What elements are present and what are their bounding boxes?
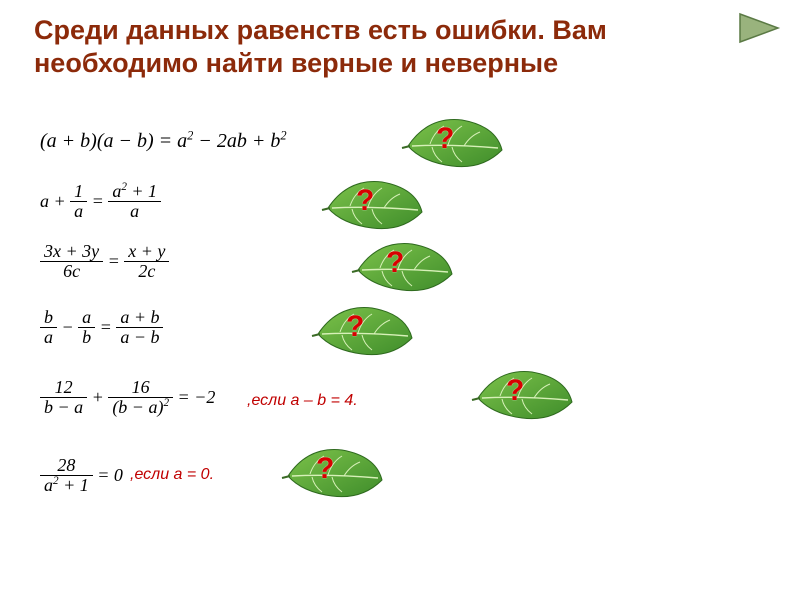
next-arrow-button[interactable]: [736, 10, 782, 46]
equation-4: b a − a b = a + b a − b: [40, 308, 163, 347]
eq5-frac2: 16 (b − a)2: [108, 378, 173, 417]
equation-6-condition: ,если а = 0.: [130, 466, 214, 484]
answer-leaf-3[interactable]: ?: [350, 234, 460, 298]
slide: Среди данных равенств есть ошибки. Вам н…: [0, 0, 800, 600]
eq3-frac2: x + y 2c: [124, 242, 169, 281]
equation-5-condition: ,если a – b = 4.: [247, 392, 358, 410]
eq3-frac1: 3x + 3y 6c: [40, 242, 103, 281]
leaf-question-mark: ?: [436, 122, 454, 156]
equation-1: (a + b)(a − b) = a2 − 2ab + b2: [40, 130, 287, 153]
eq1-exp2: 2: [280, 128, 286, 142]
leaf-question-mark: ?: [316, 452, 334, 486]
leaf-question-mark: ?: [506, 374, 524, 408]
leaf-question-mark: ?: [346, 310, 364, 344]
eq3-mid: =: [108, 251, 120, 272]
answer-leaf-4[interactable]: ?: [310, 298, 420, 362]
eq2-mideq: =: [92, 191, 104, 212]
eq2-pre: a +: [40, 191, 66, 212]
eq1-mid: − 2ab + b: [193, 130, 280, 152]
eq4-frac3: a + b a − b: [116, 308, 163, 347]
eq1-part1: (a + b)(a − b) = a: [40, 130, 187, 152]
equation-3: 3x + 3y 6c = x + y 2c: [40, 242, 169, 281]
answer-leaf-2[interactable]: ?: [320, 172, 430, 236]
next-arrow-icon: [736, 10, 782, 46]
answer-leaf-1[interactable]: ?: [400, 110, 510, 174]
answer-leaf-5[interactable]: ?: [470, 362, 580, 426]
leaf-question-mark: ?: [386, 246, 404, 280]
eq4-frac2: a b: [78, 308, 95, 347]
eq2-frac2: a2 + 1 a: [108, 182, 161, 221]
equation-5: 12 b − a + 16 (b − a)2 = −2: [40, 378, 215, 417]
eq4-frac1: b a: [40, 308, 57, 347]
eq2-frac1: 1 a: [70, 182, 87, 221]
leaf-question-mark: ?: [356, 184, 374, 218]
equation-6: 28 a2 + 1 = 0: [40, 456, 123, 495]
eq6-frac1: 28 a2 + 1: [40, 456, 93, 495]
equation-2: a + 1 a = a2 + 1 a: [40, 182, 161, 221]
answer-leaf-6[interactable]: ?: [280, 440, 390, 504]
eq5-frac1: 12 b − a: [40, 378, 87, 417]
slide-title: Среди данных равенств есть ошибки. Вам н…: [34, 14, 674, 80]
